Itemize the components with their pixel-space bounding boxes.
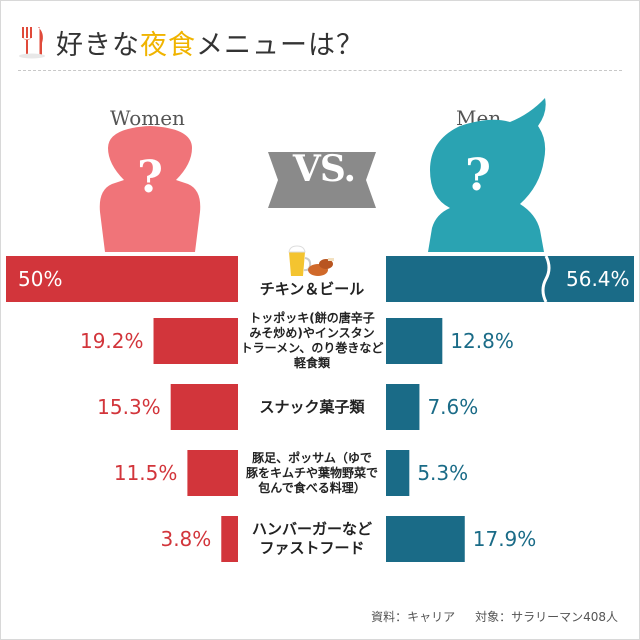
value-women-1: 19.2% [79, 329, 144, 353]
bar-men-1 [386, 318, 443, 364]
men-silhouette-icon: ? [428, 98, 546, 252]
value-women-4: 3.8% [160, 527, 212, 551]
category-line: チキン＆ビール [259, 279, 365, 298]
title-post: メニューは？ [196, 29, 364, 61]
category-label-0: チキン＆ビール [238, 280, 386, 299]
category-label-2: スナック菓子類 [238, 398, 386, 417]
bar-women-2 [170, 384, 238, 430]
category-line: 豚足、ポッサム（ゆで [252, 450, 372, 465]
value-men-4: 17.9% [472, 527, 537, 551]
bar-women-0 [6, 256, 238, 302]
women-silhouette-icon: ? [99, 126, 201, 252]
beer-chicken-icon [288, 245, 334, 276]
value-men-0: 56.4% [566, 267, 630, 291]
category-line: トッポッキ(餅の唐辛子 [249, 311, 375, 325]
category-line: スナック菓子類 [259, 397, 365, 416]
vs-badge [268, 152, 376, 208]
bar-men-4 [386, 516, 465, 562]
title-row: 好きな夜食メニューは？ [18, 22, 364, 62]
bar-men-0 [386, 256, 634, 302]
chart-title: 好きな夜食メニューは？ [56, 23, 364, 62]
category-line: 豚をキムチや葉物野菜で [245, 465, 378, 480]
category-label-3: 豚足、ポッサム（ゆで 豚をキムチや葉物野菜で 包んで食べる料理） [238, 451, 386, 496]
source-target: 対象：サラリーマン408人 [475, 610, 618, 624]
value-women-3: 11.5% [113, 461, 178, 485]
value-women-2: 15.3% [97, 395, 161, 419]
value-men-2: 7.6% [427, 395, 479, 419]
category-line: ハンバーガーなど [251, 520, 372, 538]
bar-women-3 [187, 450, 238, 496]
source-data: 資料：キャリア [371, 610, 456, 624]
axis-break-mark [541, 255, 551, 303]
bar-men-2 [386, 384, 420, 430]
category-line: 軽食類 [293, 356, 330, 370]
svg-text:?: ? [137, 152, 163, 203]
value-men-3: 5.3% [417, 461, 469, 485]
category-label-4: ハンバーガーなど ファストフード [238, 520, 386, 558]
category-line: みそ炒め)やインスタン [249, 326, 375, 340]
source-line: 資料：キャリア 対象：サラリーマン408人 [371, 608, 618, 625]
category-line: 包んで食べる料理） [258, 480, 366, 495]
bar-women-1 [153, 318, 238, 364]
category-line: トラーメン、のり巻きなど [240, 341, 384, 355]
category-line: ファストフード [259, 539, 365, 557]
value-men-1: 12.8% [450, 329, 514, 353]
bar-men-3 [386, 450, 410, 496]
title-divider [18, 70, 622, 71]
bar-women-4 [221, 516, 238, 562]
svg-text:?: ? [465, 150, 491, 201]
title-pre: 好きな [56, 29, 140, 61]
vs-label: VS. [292, 148, 356, 190]
women-label: Women [110, 106, 185, 130]
category-label-1: トッポッキ(餅の唐辛子 みそ炒め)やインスタン トラーメン、のり巻きなど 軽食類 [238, 311, 386, 371]
fork-knife-icon [19, 27, 45, 59]
title-highlight: 夜食 [140, 29, 196, 61]
bars-layer [6, 255, 634, 562]
value-women-0: 50% [18, 267, 63, 291]
